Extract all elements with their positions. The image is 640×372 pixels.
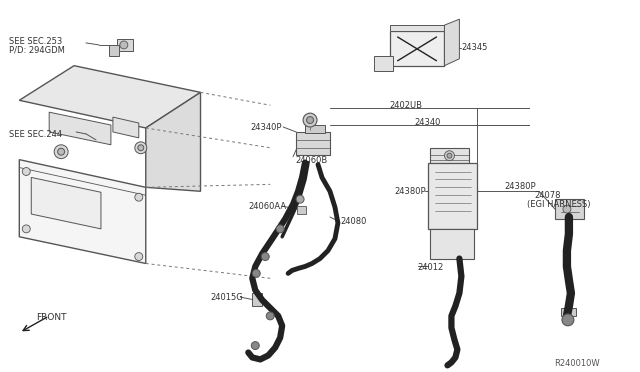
Text: 24345: 24345	[461, 43, 488, 52]
Circle shape	[562, 314, 574, 326]
Circle shape	[261, 253, 269, 260]
Circle shape	[135, 253, 143, 260]
Polygon shape	[297, 206, 306, 214]
Polygon shape	[305, 125, 325, 133]
Circle shape	[563, 205, 571, 213]
Polygon shape	[113, 117, 139, 138]
Text: P/D: 294GDM: P/D: 294GDM	[10, 46, 65, 55]
Circle shape	[120, 41, 128, 49]
Text: 24012: 24012	[417, 263, 444, 272]
Circle shape	[307, 116, 314, 124]
Circle shape	[447, 153, 452, 158]
Circle shape	[135, 193, 143, 201]
Text: R240010W: R240010W	[554, 359, 600, 368]
Polygon shape	[374, 56, 393, 71]
Circle shape	[138, 145, 144, 151]
Circle shape	[444, 151, 454, 161]
Polygon shape	[390, 25, 444, 31]
Polygon shape	[561, 308, 576, 316]
Polygon shape	[49, 112, 111, 145]
Text: 24340P: 24340P	[250, 123, 282, 132]
Text: SEE SEC.244: SEE SEC.244	[10, 130, 63, 139]
Text: 24340: 24340	[415, 118, 441, 127]
Circle shape	[135, 142, 147, 154]
Polygon shape	[19, 160, 146, 263]
Polygon shape	[117, 39, 133, 51]
Circle shape	[22, 167, 30, 176]
Polygon shape	[31, 177, 101, 229]
Circle shape	[252, 269, 260, 278]
Text: 24380P: 24380P	[504, 182, 536, 191]
Text: SEE SEC.253: SEE SEC.253	[10, 37, 63, 46]
Circle shape	[252, 341, 259, 350]
Text: (EGI HARNESS): (EGI HARNESS)	[527, 200, 591, 209]
Circle shape	[22, 225, 30, 233]
Polygon shape	[555, 199, 584, 219]
Circle shape	[303, 113, 317, 127]
Circle shape	[58, 148, 65, 155]
Text: FRONT: FRONT	[36, 313, 67, 322]
Text: 24380P: 24380P	[395, 187, 426, 196]
Polygon shape	[390, 31, 444, 66]
Polygon shape	[444, 19, 460, 66]
Polygon shape	[428, 163, 477, 229]
Circle shape	[54, 145, 68, 158]
Circle shape	[266, 312, 274, 320]
Polygon shape	[146, 92, 200, 191]
Text: 24078: 24078	[534, 191, 561, 200]
Text: 2402UB: 2402UB	[390, 101, 422, 110]
Text: 24060AA: 24060AA	[248, 202, 287, 211]
Polygon shape	[429, 229, 474, 259]
Text: 24080: 24080	[340, 217, 366, 226]
Circle shape	[276, 225, 284, 233]
Polygon shape	[252, 293, 262, 306]
Polygon shape	[429, 148, 469, 164]
Circle shape	[296, 195, 304, 203]
Polygon shape	[109, 45, 119, 56]
Polygon shape	[19, 66, 200, 128]
Text: 24060B: 24060B	[295, 155, 327, 165]
Polygon shape	[296, 132, 330, 155]
Text: 24015G: 24015G	[211, 293, 243, 302]
